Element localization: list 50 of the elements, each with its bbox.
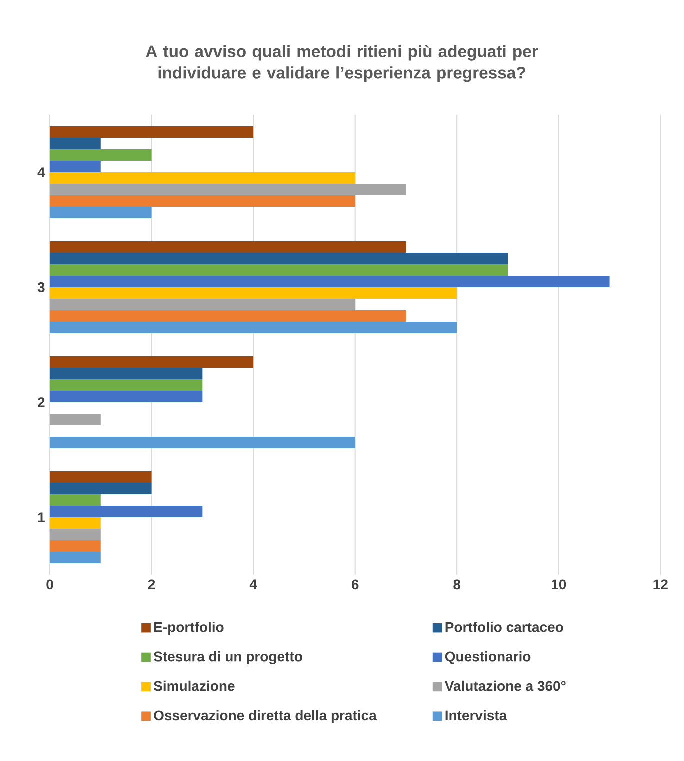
y-tick-label: 3 <box>38 282 45 292</box>
bar <box>50 138 101 150</box>
x-tick-label: 4 <box>250 580 258 590</box>
bar <box>50 437 356 449</box>
x-tick-label: 6 <box>352 580 359 590</box>
bar <box>50 529 101 541</box>
bar <box>50 299 356 311</box>
legend-label: Osservazione diretta della pratica <box>154 710 377 724</box>
bar <box>50 540 101 552</box>
legend-label: Portfolio cartaceo <box>446 622 564 632</box>
bar <box>50 518 101 530</box>
bar <box>50 184 406 196</box>
bar <box>50 322 458 334</box>
bar <box>50 172 356 184</box>
bar <box>50 126 254 138</box>
chart-title: A tuo avviso quali metodi ritieni più adeguati per individuare e validare l’esperienza pregressa? <box>146 45 538 82</box>
bar <box>50 356 254 368</box>
bar <box>50 207 152 219</box>
bar <box>50 552 101 564</box>
bar <box>50 264 508 276</box>
bar <box>50 494 101 506</box>
y-tick-label: 1 <box>38 512 45 522</box>
x-tick-label: 10 <box>552 580 566 590</box>
bar <box>50 414 101 426</box>
legend-label: E-portfolio <box>154 622 224 636</box>
legend-label: Stesura di un progetto <box>154 651 302 665</box>
bar <box>50 310 406 322</box>
bar <box>50 242 406 254</box>
bar <box>50 276 610 288</box>
bar <box>50 506 203 518</box>
legend-label: Simulazione <box>154 680 235 692</box>
bar <box>50 288 458 300</box>
bar <box>50 472 152 484</box>
legend-label: Questionario <box>445 651 531 664</box>
bar <box>50 483 152 495</box>
y-tick-label: 2 <box>38 398 45 408</box>
bar <box>50 150 152 162</box>
y-tick-label: 4 <box>38 168 46 178</box>
x-tick-label: 8 <box>454 580 461 590</box>
bar <box>50 391 203 403</box>
legend-label: Intervista <box>446 710 508 721</box>
bar <box>50 196 356 208</box>
bar <box>50 161 101 173</box>
bar <box>50 368 203 380</box>
x-tick-label: 0 <box>46 580 54 590</box>
bar <box>50 380 203 392</box>
x-tick-label: 12 <box>654 580 668 590</box>
bar <box>50 253 508 265</box>
x-tick-label: 2 <box>148 580 156 590</box>
legend-label: Valutazione a 360° <box>444 680 566 692</box>
